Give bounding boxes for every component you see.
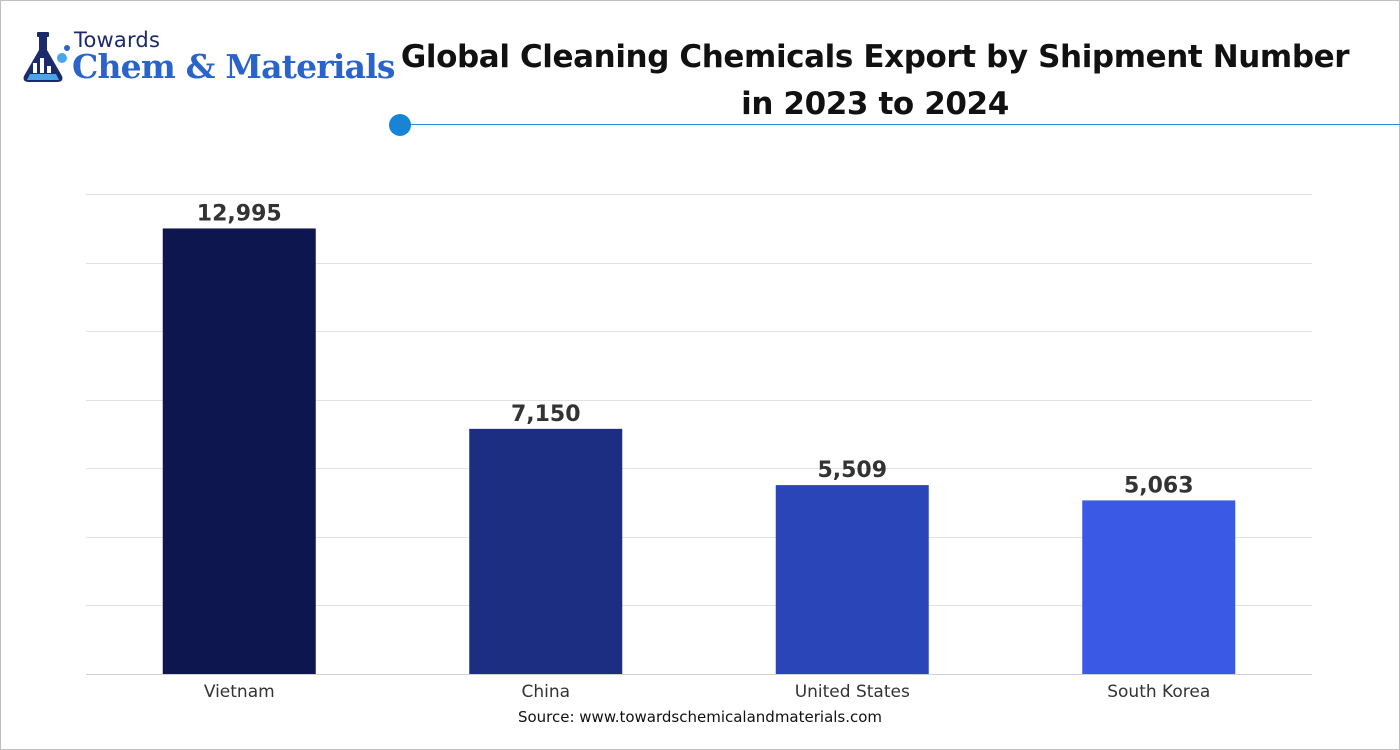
bar-china [469,428,623,674]
source-note: Source: www.towardschemicalandmaterials.… [517,708,883,726]
x-tick-label: China [521,682,570,702]
chart-title: Global Cleaning Chemicals Export by Ship… [395,34,1355,128]
data-label: 5,063 [1124,473,1194,498]
data-label: 7,150 [511,402,581,427]
title-divider-dot [389,114,411,136]
flask-icon [23,32,70,82]
title-divider [400,124,1400,125]
x-tick-label: Vietnam [204,682,275,702]
bar-south-korea [1082,500,1236,674]
brand-line-2: Chem & Materials [72,47,396,86]
brand-logo: Towards Chem & Materials [20,28,396,88]
brand-line-1: Towards [74,28,161,52]
bar-united-states [775,485,929,674]
chart-title-line-1: Global Cleaning Chemicals Export by Ship… [400,39,1350,75]
chart-title-line-2: in 2023 to 2024 [741,86,1009,122]
x-tick-label: South Korea [1107,682,1210,702]
bar-vietnam [162,228,316,674]
x-tick-label: United States [795,682,910,702]
data-label: 5,509 [817,458,887,483]
data-label: 12,995 [197,201,282,226]
